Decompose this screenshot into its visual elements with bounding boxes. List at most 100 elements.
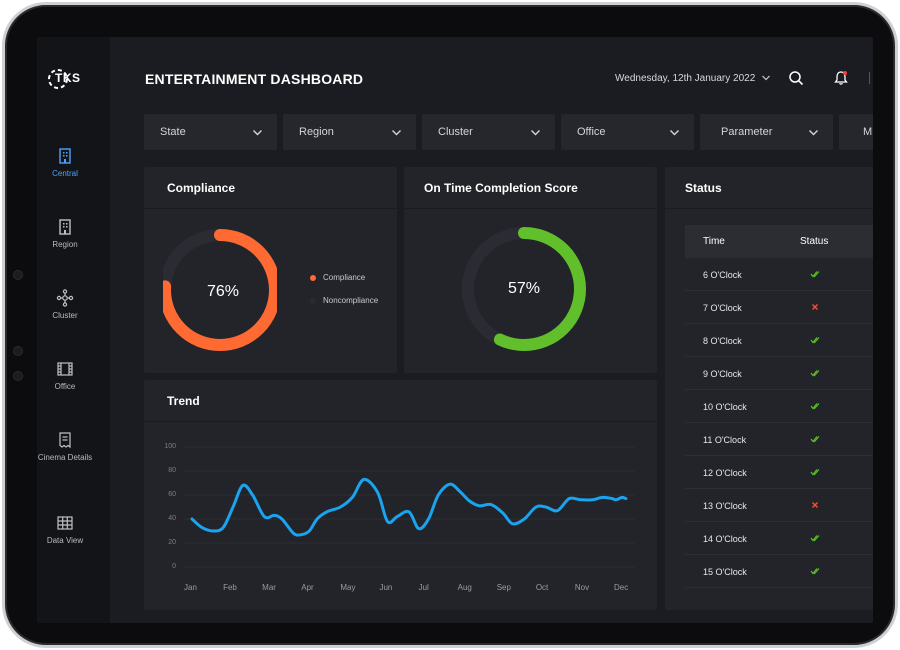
y-tick-label: 0 [172,563,176,570]
filter-state[interactable]: State [144,114,277,150]
compliance-card: Compliance 76% Compliance Noncompliance [144,167,397,373]
table-row: 13 O'Clock [685,489,873,522]
row-time: 12 O'Clock [703,468,747,478]
legend-dot [310,274,316,281]
filter-office[interactable]: Office [561,114,694,150]
column-header-time: Time [703,236,725,247]
x-tick-label: Nov [574,583,590,592]
status-table-header: Time Status [685,225,873,258]
sidebar-item-label: Office [54,382,76,391]
y-tick-label: 40 [168,515,176,522]
sidebar-item-central[interactable]: Central [37,147,93,179]
sidebar-item-label: Central [52,169,78,178]
search-icon[interactable] [788,70,804,86]
row-time: 6 O'Clock [703,270,742,280]
chevron-down-icon[interactable] [761,73,771,83]
sidebar-item-region[interactable]: Region [37,218,93,250]
table-row: 6 O'Clock [685,258,873,291]
sidebar-item-cluster[interactable]: Cluster [37,289,93,321]
sidebar-item-label: Data View [46,536,84,545]
filter-parameter[interactable]: Parameter [700,114,833,150]
legend-item-noncompliance: Noncompliance [310,296,378,305]
logo-text: TKS [55,71,81,85]
x-tick-label: Dec [614,583,629,592]
double-check-icon [810,370,820,377]
x-tick-label: Apr [301,583,314,592]
trend-series-line [190,477,628,537]
chevron-down-icon [809,130,818,136]
sidebar-item-data-view[interactable]: Data View [37,514,93,546]
card-divider [404,208,657,209]
column-header-status: Status [800,236,829,247]
x-tick-label: Sep [496,583,511,592]
row-time: 13 O'Clock [703,501,747,511]
filter-more[interactable]: M [839,114,873,150]
x-tick-label: Feb [223,583,237,592]
legend-item-compliance: Compliance [310,273,365,282]
sidebar-item-cinema-details[interactable]: Cinema Details [37,431,93,463]
sidebar-item-office[interactable]: Office [37,360,93,392]
double-check-icon [810,436,820,443]
row-time: 15 O'Clock [703,567,747,577]
card-title: Status [685,181,722,195]
date-selector[interactable]: Wednesday, 12th January 2022 [615,73,756,84]
completion-donut [462,227,586,351]
row-time: 9 O'Clock [703,369,742,379]
table-row: 12 O'Clock [685,456,873,489]
status-table-body: 6 O'Clock 7 O'Clock 8 O'Clock 9 O'Clock 10 O… [685,258,873,588]
compliance-arc [163,229,277,351]
filter-label: Cluster [438,126,473,138]
side-button [13,270,23,280]
logo: TKS [43,61,87,97]
double-check-icon [810,469,820,476]
table-row: 7 O'Clock [685,291,873,324]
card-divider [144,421,657,422]
chevron-down-icon [253,130,262,136]
filter-label: M [863,126,873,138]
chevron-down-icon [670,130,679,136]
sidebar-item-label: Region [52,240,78,249]
status-table: Time Status 6 O'Clock 7 O'Clock 8 O'Clock 9… [685,225,873,588]
double-check-icon [810,403,820,410]
side-button [13,371,23,381]
completion-arc [462,227,586,351]
filter-cluster[interactable]: Cluster [422,114,555,150]
legend-dot [310,297,316,304]
x-tick-label: Jan [184,583,197,592]
legend-label: Noncompliance [323,296,379,305]
filter-label: State [160,126,186,138]
trend-line-chart [184,446,634,568]
bell-icon[interactable] [833,70,849,86]
filter-label: Office [577,126,606,138]
header-divider [869,72,870,84]
table-row: 8 O'Clock [685,324,873,357]
card-title: Trend [167,394,200,408]
sidebar-item-label: Cluster [52,311,78,320]
film-icon [57,362,73,376]
sidebar-item-label: Cinema Details [37,453,93,462]
cross-icon [812,304,818,310]
chevron-down-icon [392,130,401,136]
office-building-icon [59,219,71,235]
legend-label: Compliance [323,273,366,282]
double-check-icon [810,535,820,542]
filter-label: Region [299,126,334,138]
logo-emblem-icon [48,69,68,89]
x-tick-label: Jun [379,583,393,592]
chevron-down-icon [531,130,540,136]
y-tick-label: 80 [168,467,176,474]
filter-label: Parameter [721,126,773,138]
app-screen: TKS Central Region [37,37,873,623]
completion-card: On Time Completion Score 57% [404,167,657,373]
row-time: 7 O'Clock [703,303,742,313]
x-tick-label: Oct [535,583,549,592]
trend-card: Trend 0 20 40 60 80 100 Jan Feb Mar Apr May Jun Jul… [144,380,657,610]
filter-region[interactable]: Region [283,114,416,150]
card-title: On Time Completion Score [424,181,578,195]
x-tick-label: Mar [262,583,276,592]
compliance-donut [163,229,277,351]
card-title: Compliance [167,181,236,195]
receipt-icon [59,432,71,449]
card-divider [665,208,873,209]
